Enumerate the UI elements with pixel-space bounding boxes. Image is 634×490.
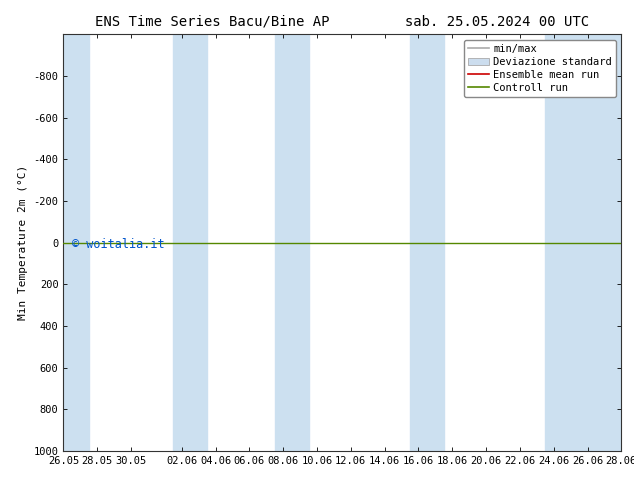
Y-axis label: Min Temperature 2m (°C): Min Temperature 2m (°C) — [18, 165, 28, 320]
Bar — [545, 34, 621, 451]
Bar — [173, 34, 207, 451]
Legend: min/max, Deviazione standard, Ensemble mean run, Controll run: min/max, Deviazione standard, Ensemble m… — [464, 40, 616, 97]
Title: ENS Time Series Bacu/Bine AP         sab. 25.05.2024 00 UTC: ENS Time Series Bacu/Bine AP sab. 25.05.… — [95, 15, 590, 29]
Bar — [410, 34, 444, 451]
Text: © woitalia.it: © woitalia.it — [72, 238, 164, 250]
Bar — [63, 34, 89, 451]
Bar — [275, 34, 309, 451]
